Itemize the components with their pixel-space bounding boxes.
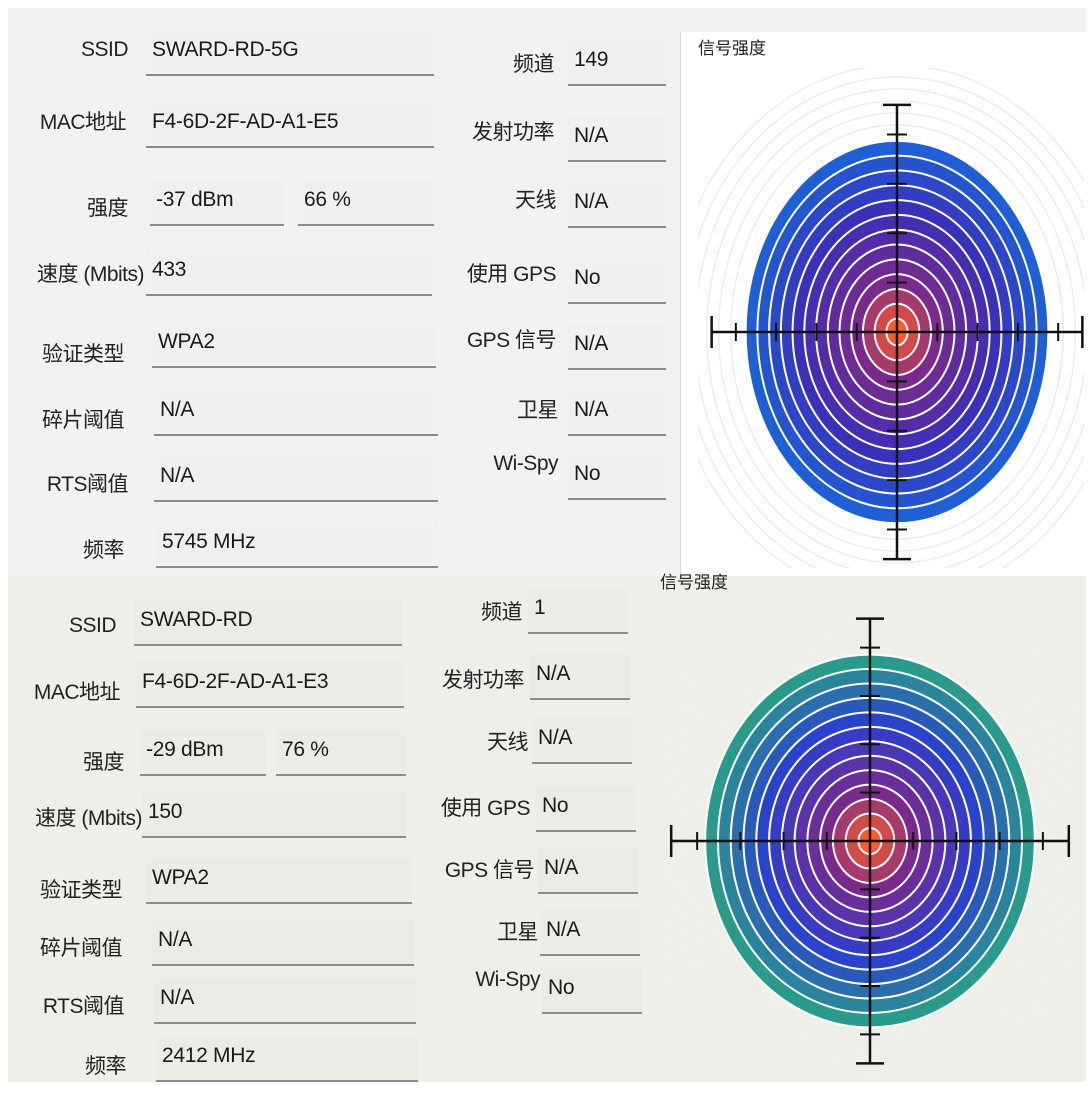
frag-field[interactable]: N/A [154, 390, 438, 436]
frag-field[interactable]: N/A [152, 920, 414, 966]
auth-label: 验证类型 [42, 343, 125, 366]
rts-field[interactable]: N/A [154, 978, 416, 1024]
auth-label: 验证类型 [40, 879, 123, 902]
freq-label: 频率 [85, 1055, 127, 1078]
percent-field[interactable]: 66 % [298, 180, 434, 226]
frag-label: 碎片阈值 [42, 409, 125, 432]
antenna-label: 天线 [515, 189, 557, 212]
gps-signal-label: GPS 信号 [466, 329, 557, 352]
wispy-field[interactable]: No [542, 968, 642, 1014]
radar-title: 信号强度 [698, 39, 766, 58]
channel-field[interactable]: 1 [528, 588, 628, 634]
freq-field[interactable]: 2412 MHz [156, 1036, 418, 1082]
mac-field[interactable]: F4-6D-2F-AD-A1-E5 [146, 102, 434, 148]
speed-field[interactable]: 150 [142, 792, 406, 838]
tx-power-field[interactable]: N/A [530, 654, 630, 700]
satellite-field[interactable]: N/A [568, 390, 666, 436]
halo-ring [698, 76, 1084, 568]
antenna-field[interactable]: N/A [532, 718, 632, 764]
frag-label: 碎片阈值 [40, 937, 123, 960]
mac-label: MAC地址 [39, 111, 127, 134]
freq-field[interactable]: 5745 MHz [156, 522, 438, 568]
use-gps-label: 使用 GPS [440, 797, 531, 820]
satellite-label: 卫星 [517, 399, 559, 422]
tx-power-label: 发射功率 [472, 121, 555, 144]
wispy-label: Wi-Spy [475, 968, 540, 991]
wispy-field[interactable]: No [568, 454, 666, 500]
mac-label: MAC地址 [33, 681, 121, 704]
freq-label: 频率 [83, 539, 125, 562]
network-panel-24g: SSID SWARD-RD MAC地址 F4-6D-2F-AD-A1-E3 强度… [8, 573, 1086, 1082]
use-gps-label: 使用 GPS [466, 263, 557, 286]
tx-power-label: 发射功率 [442, 669, 525, 692]
signal-radar [698, 68, 1084, 568]
dbm-field[interactable]: -29 dBm [140, 730, 266, 776]
wispy-label: Wi-Spy [493, 452, 558, 475]
halo-ring [664, 605, 1076, 1077]
use-gps-field[interactable]: No [536, 786, 636, 832]
auth-field[interactable]: WPA2 [146, 858, 412, 904]
satellite-field[interactable]: N/A [540, 910, 640, 956]
gps-signal-label: GPS 信号 [444, 859, 535, 882]
strength-label: 强度 [87, 197, 129, 220]
tx-power-field[interactable]: N/A [568, 116, 666, 162]
percent-field[interactable]: 76 % [276, 730, 406, 776]
ssid-label: SSID [80, 38, 129, 61]
speed-label: 速度 (Mbits) [37, 263, 145, 286]
channel-label: 频道 [513, 53, 555, 76]
dbm-field[interactable]: -37 dBm [150, 180, 284, 226]
speed-label: 速度 (Mbits) [35, 807, 143, 830]
channel-label: 频道 [481, 601, 523, 624]
gps-signal-field[interactable]: N/A [538, 848, 638, 894]
channel-field[interactable]: 149 [568, 40, 666, 86]
ssid-label: SSID [68, 614, 117, 637]
halo-ring [705, 100, 1084, 564]
halo-ring [698, 88, 1084, 568]
use-gps-field[interactable]: No [568, 258, 666, 304]
ssid-field[interactable]: SWARD-RD [134, 600, 402, 646]
rts-label: RTS阈值 [46, 473, 129, 496]
ssid-field[interactable]: SWARD-RD-5G [146, 30, 434, 76]
gps-signal-field[interactable]: N/A [568, 324, 666, 370]
network-panel-5g: SSID SWARD-RD-5G MAC地址 F4-6D-2F-AD-A1-E5… [8, 8, 1086, 576]
antenna-field[interactable]: N/A [568, 182, 666, 228]
signal-radar [664, 602, 1076, 1080]
auth-field[interactable]: WPA2 [152, 322, 436, 368]
mac-field[interactable]: F4-6D-2F-AD-A1-E3 [136, 662, 404, 708]
satellite-label: 卫星 [497, 921, 539, 944]
speed-field[interactable]: 433 [146, 250, 432, 296]
radar-title: 信号强度 [660, 573, 728, 592]
antenna-label: 天线 [487, 731, 529, 754]
rts-label: RTS阈值 [42, 995, 125, 1018]
rts-field[interactable]: N/A [154, 456, 438, 502]
strength-label: 强度 [83, 751, 125, 774]
